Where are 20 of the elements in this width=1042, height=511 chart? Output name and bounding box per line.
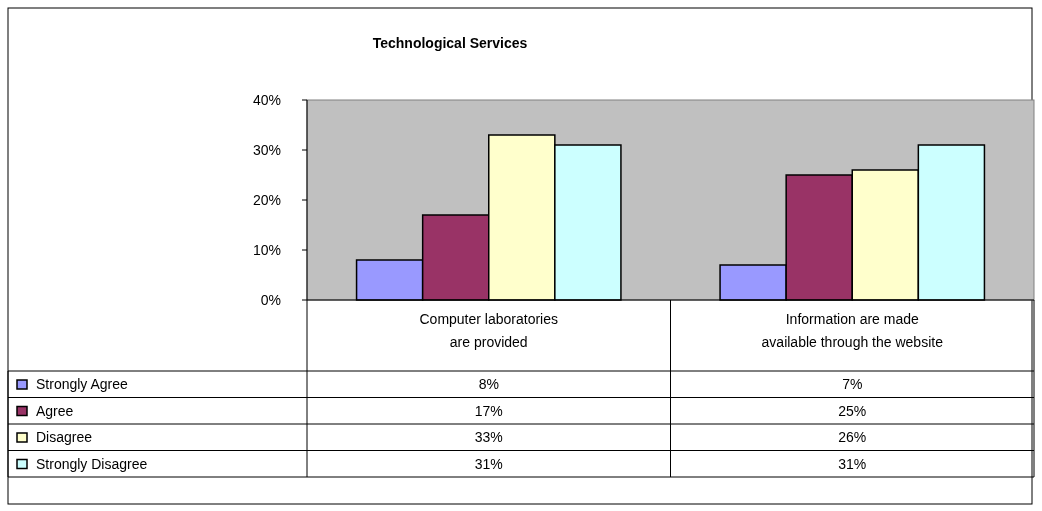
y-tick-label: 40% <box>252 92 281 108</box>
chart-title: Technological Services <box>372 35 528 51</box>
data-label: 7% <box>842 376 863 392</box>
y-tick-label: 30% <box>252 142 281 158</box>
legend-label: Strongly Agree <box>36 376 129 392</box>
y-tick-label: 20% <box>252 192 281 208</box>
data-label: 31% <box>838 455 867 472</box>
legend-label: Disagree <box>36 429 93 445</box>
x-tick-label: Information are made available through the website <box>761 311 944 350</box>
legend-label: Agree <box>36 402 74 419</box>
x-tick-label: Computer laboratories are provided <box>419 311 559 350</box>
data-label: 8% <box>478 376 499 392</box>
y-tick-label: 10% <box>252 242 281 258</box>
data-label: 31% <box>474 455 503 472</box>
data-label: 17% <box>474 402 503 419</box>
data-label: 25% <box>838 402 867 419</box>
y-tick-label: 0% <box>260 292 281 308</box>
data-label: 33% <box>474 429 503 445</box>
legend-label: Strongly Disagree <box>36 455 148 472</box>
data-label: 26% <box>838 429 867 445</box>
